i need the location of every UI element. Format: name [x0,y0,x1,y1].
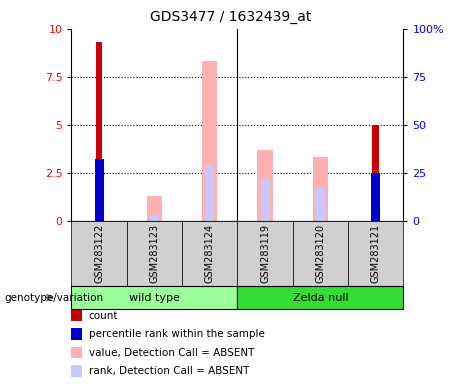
Bar [96,42,102,221]
Text: wild type: wild type [129,293,180,303]
Bar [150,215,159,221]
Text: Zelda null: Zelda null [293,293,348,303]
Text: count: count [89,311,118,321]
Bar [260,180,270,221]
Bar [205,165,214,221]
Text: GSM283122: GSM283122 [94,224,104,283]
Text: rank, Detection Call = ABSENT: rank, Detection Call = ABSENT [89,366,249,376]
Bar [316,187,325,221]
Text: genotype/variation: genotype/variation [5,293,104,303]
Bar [313,157,328,221]
Bar [202,61,218,221]
Bar [147,196,162,221]
Text: GSM283121: GSM283121 [371,224,381,283]
Text: value, Detection Call = ABSENT: value, Detection Call = ABSENT [89,348,254,358]
Text: percentile rank within the sample: percentile rank within the sample [89,329,265,339]
Text: GSM283124: GSM283124 [205,224,215,283]
Text: GSM283123: GSM283123 [149,224,160,283]
Bar [372,125,379,221]
Bar [257,150,273,221]
Bar [371,173,380,221]
Text: GSM283119: GSM283119 [260,224,270,283]
Text: GSM283120: GSM283120 [315,224,325,283]
Bar [95,159,104,221]
Text: GDS3477 / 1632439_at: GDS3477 / 1632439_at [150,10,311,23]
